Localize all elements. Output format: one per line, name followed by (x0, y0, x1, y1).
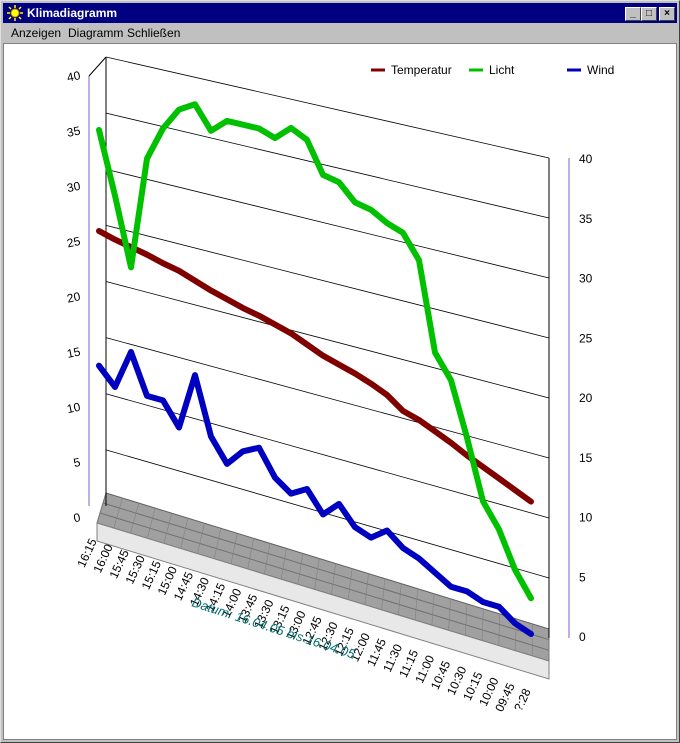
y-left-tick-label: 10 (66, 400, 82, 417)
legend-label: Wind (587, 63, 614, 77)
floor-tick (431, 593, 435, 626)
floor-tick (481, 608, 484, 641)
y-left-tick-label: 35 (66, 123, 82, 140)
floor-tick (247, 538, 254, 570)
floor-tick (364, 573, 369, 605)
y-right-tick-label: 10 (579, 511, 593, 525)
floor-tick (498, 613, 501, 646)
y-left-tick-label: 30 (66, 179, 82, 196)
floor-tick (230, 533, 238, 564)
floor-tick (130, 502, 140, 534)
y-right-tick-label: 15 (579, 451, 593, 465)
legend-label: Licht (489, 63, 515, 77)
floor-stripe (99, 512, 550, 651)
floor-tick (414, 588, 419, 621)
y-right-tick-label: 20 (579, 391, 593, 405)
menu-schliessen[interactable]: Schließen (127, 26, 181, 40)
floor-tick (197, 523, 205, 554)
minimize-button[interactable]: _ (625, 7, 641, 21)
y-left-tick-label: 40 (66, 68, 82, 85)
y-left-tick-label: 25 (66, 234, 82, 251)
floor-tick (163, 513, 172, 544)
climate-chart: 0510152025303540051015202530354016:1516:… (66, 56, 614, 714)
floor-stripe (102, 502, 550, 641)
y-right-tick-label: 0 (579, 630, 586, 644)
series-wind-line (96, 348, 534, 637)
series-temperatur-line (96, 227, 534, 505)
y-right-tick-label: 35 (579, 212, 593, 226)
y-right-tick-label: 30 (579, 272, 593, 286)
maximize-button[interactable]: □ (641, 7, 657, 21)
menu-diagramm[interactable]: Diagramm (68, 26, 124, 40)
gridline (105, 337, 550, 459)
close-button[interactable]: × (659, 7, 675, 21)
title-bar[interactable]: Klimadiagramm _ □ × (3, 3, 677, 23)
y-left-tick-label: 5 (72, 455, 82, 470)
chart-area: 0 5 10 15 20 25 30 35 40 0 5 10 15 20 25 30 35 40 16:15 16:… (3, 43, 677, 740)
y-right-tick-label: 25 (579, 331, 593, 345)
floor-tick (464, 603, 468, 636)
floor-tick (146, 508, 156, 539)
series-licht-line (96, 101, 534, 602)
floor-tick (180, 518, 189, 549)
floor-tick (448, 598, 451, 631)
y-right-tick-label: 40 (579, 152, 593, 166)
floor-tick (113, 497, 123, 529)
y-left-tick-label: 0 (72, 510, 82, 525)
gridline (105, 393, 550, 519)
sun-icon (7, 5, 23, 21)
floor-tick (314, 558, 320, 590)
floor-tick (96, 492, 107, 524)
y-right-tick-label: 5 (579, 570, 586, 584)
menu-bar: Anzeigen Diagramm Schließen (3, 24, 677, 42)
y-left-tick-label: 15 (66, 344, 82, 361)
gridline (105, 112, 550, 219)
floor-tick (264, 543, 271, 575)
gridline (105, 281, 550, 399)
top-left-edge (88, 56, 107, 77)
floor-tick (213, 528, 222, 559)
gridline (105, 56, 550, 159)
window-title: Klimadiagramm (27, 6, 118, 20)
gridline (105, 224, 550, 339)
floor-tick (331, 563, 337, 595)
y-left-tick-label: 20 (66, 289, 82, 306)
floor-tick (347, 568, 353, 600)
floor-tick (398, 583, 402, 616)
menu-anzeigen[interactable]: Anzeigen (11, 26, 62, 40)
gridline (105, 168, 550, 279)
floor-tick (280, 548, 287, 580)
floor-tick (297, 553, 304, 585)
floor-tick (381, 578, 386, 610)
legend-label: Temperatur (391, 63, 452, 77)
